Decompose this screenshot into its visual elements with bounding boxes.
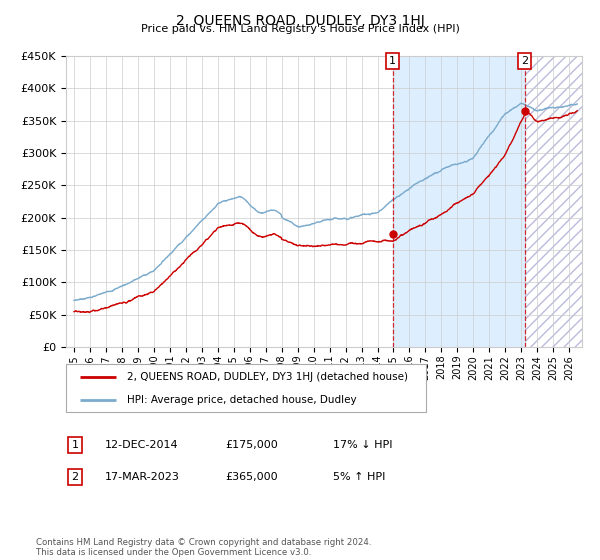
Text: Contains HM Land Registry data © Crown copyright and database right 2024.
This d: Contains HM Land Registry data © Crown c… <box>36 538 371 557</box>
Text: 5% ↑ HPI: 5% ↑ HPI <box>333 472 385 482</box>
Bar <box>524 56 598 347</box>
Text: 2, QUEENS ROAD, DUDLEY, DY3 1HJ (detached house): 2, QUEENS ROAD, DUDLEY, DY3 1HJ (detache… <box>127 372 408 382</box>
Text: 2: 2 <box>521 56 528 66</box>
Bar <box>524 56 598 347</box>
Text: Price paid vs. HM Land Registry's House Price Index (HPI): Price paid vs. HM Land Registry's House … <box>140 24 460 34</box>
Text: 17-MAR-2023: 17-MAR-2023 <box>105 472 180 482</box>
Text: HPI: Average price, detached house, Dudley: HPI: Average price, detached house, Dudl… <box>127 395 357 405</box>
Text: 2, QUEENS ROAD, DUDLEY, DY3 1HJ: 2, QUEENS ROAD, DUDLEY, DY3 1HJ <box>176 14 424 28</box>
Text: 2: 2 <box>71 472 79 482</box>
Text: 1: 1 <box>389 56 396 66</box>
Text: 12-DEC-2014: 12-DEC-2014 <box>105 440 179 450</box>
Text: 17% ↓ HPI: 17% ↓ HPI <box>333 440 392 450</box>
Text: 1: 1 <box>71 440 79 450</box>
FancyBboxPatch shape <box>66 364 426 412</box>
Text: £175,000: £175,000 <box>225 440 278 450</box>
Text: £365,000: £365,000 <box>225 472 278 482</box>
Bar <box>392 56 524 347</box>
